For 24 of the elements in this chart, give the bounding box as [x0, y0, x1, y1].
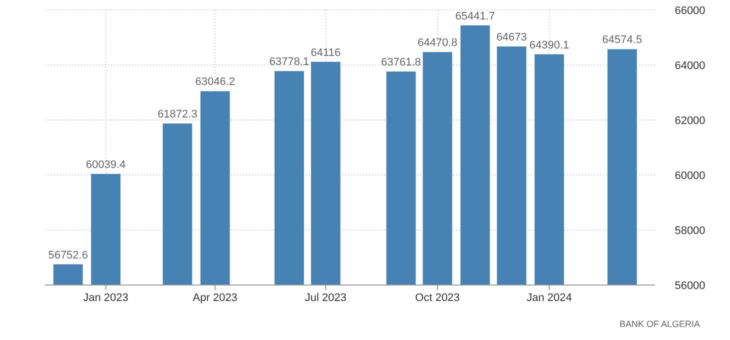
- data-label: 65441.7: [455, 10, 496, 22]
- data-label: 64574.5: [602, 34, 642, 46]
- y-tick-label: 66000: [674, 5, 706, 17]
- data-label: 61872.3: [158, 108, 198, 121]
- data-label: 63046.2: [195, 76, 235, 88]
- data-label: 64470.8: [418, 37, 458, 50]
- y-tick-label: 58000: [674, 225, 706, 237]
- x-tick-label: Oct 2023: [415, 292, 460, 304]
- data-label: 64390.1: [529, 39, 570, 52]
- y-tick-label: 64000: [674, 60, 706, 72]
- x-tick-label: Jan 2023: [83, 292, 128, 304]
- data-label: 56752.6: [48, 249, 88, 262]
- y-tick-label: 62000: [674, 115, 706, 127]
- data-label: 63778.1: [269, 56, 310, 68]
- text: BANK OF ALGERIA: [619, 319, 700, 329]
- data-label: 60039.4: [86, 158, 126, 171]
- x-tick-label: Jul 2023: [304, 292, 346, 304]
- data-label: 64673: [496, 31, 527, 44]
- y-tick-label: 56000: [674, 280, 706, 292]
- x-tick-label: Jan 2024: [526, 292, 572, 304]
- data-label: 64116: [310, 46, 341, 59]
- y-tick-label: 60000: [674, 170, 706, 182]
- x-tick-label: Apr 2023: [192, 292, 238, 304]
- data-label: 63761.8: [381, 56, 421, 69]
